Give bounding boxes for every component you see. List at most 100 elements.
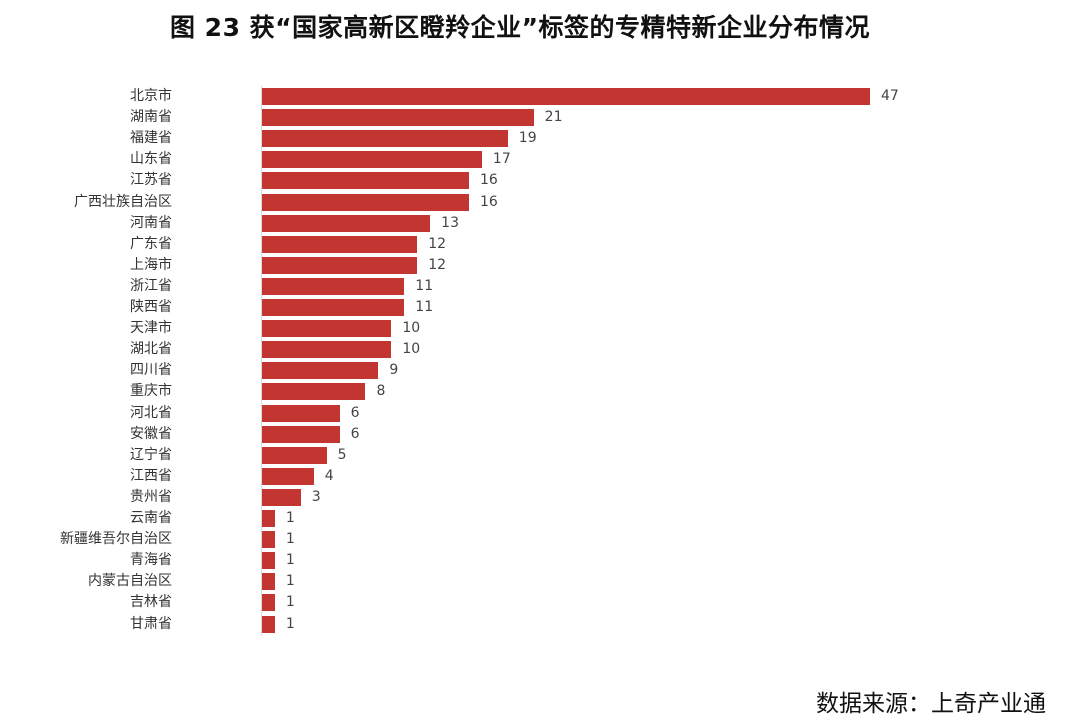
bar-row: 吉林省 1 <box>0 592 1000 613</box>
category-label: 河北省 <box>130 404 172 421</box>
bar <box>262 531 275 549</box>
bar <box>262 235 418 253</box>
bar-row: 江西省 4 <box>0 466 1000 487</box>
bar-row: 重庆市 8 <box>0 381 1000 402</box>
bar-row: 陕西省 11 <box>0 297 1000 318</box>
value-label: 17 <box>492 151 511 168</box>
category-label: 安徽省 <box>130 425 172 442</box>
value-label: 16 <box>479 172 498 189</box>
bar-row: 青海省 1 <box>0 550 1000 571</box>
category-label: 山东省 <box>130 151 172 168</box>
value-label: 8 <box>376 383 386 400</box>
category-label: 青海省 <box>130 552 172 569</box>
bar <box>262 277 405 295</box>
category-label: 内蒙古自治区 <box>88 573 172 590</box>
bar <box>262 362 379 380</box>
bar-row: 湖北省 10 <box>0 339 1000 360</box>
value-label: 10 <box>402 320 421 337</box>
category-label: 新疆维吾尔自治区 <box>60 531 172 548</box>
value-label: 10 <box>402 341 421 358</box>
bar-row: 贵州省 3 <box>0 487 1000 508</box>
value-label: 9 <box>389 362 399 379</box>
value-label: 1 <box>285 615 295 632</box>
bar <box>262 193 469 211</box>
bar-row: 四川省 9 <box>0 360 1000 381</box>
value-label: 1 <box>285 594 295 611</box>
category-label: 江西省 <box>130 467 172 484</box>
category-label: 福建省 <box>130 130 172 147</box>
bar <box>262 151 482 169</box>
value-label: 16 <box>479 193 498 210</box>
bar-row: 广西壮族自治区 16 <box>0 192 1000 213</box>
category-label: 陕西省 <box>130 299 172 315</box>
bar-row: 山东省 17 <box>0 149 1000 170</box>
bar <box>262 320 392 338</box>
value-label: 19 <box>518 130 537 147</box>
bar-row: 甘肃省 1 <box>0 614 1000 635</box>
value-label: 5 <box>337 446 347 463</box>
bar-chart-plot: 北京市 47 湖南省 21 福建省 19 山东省 17 江苏省 16 广西壮族自治区 16 河南省 13 广… <box>0 86 1080 646</box>
bar <box>262 214 431 232</box>
value-label: 1 <box>285 510 295 526</box>
category-label: 天津市 <box>130 320 172 337</box>
value-label: 11 <box>415 277 434 294</box>
bar <box>262 552 275 570</box>
bar-row: 河南省 13 <box>0 213 1000 234</box>
value-label: 21 <box>544 109 563 126</box>
bar-row: 河北省 6 <box>0 403 1000 424</box>
bar-row: 云南省 1 <box>0 508 1000 529</box>
value-label: 11 <box>415 299 434 315</box>
value-label: 1 <box>285 573 295 590</box>
category-label: 吉林省 <box>130 594 172 611</box>
bar <box>262 404 340 422</box>
bar-row: 内蒙古自治区 1 <box>0 571 1000 592</box>
bar <box>262 130 508 148</box>
bar-row: 江苏省 16 <box>0 170 1000 191</box>
bar <box>262 341 392 359</box>
value-label: 12 <box>428 235 447 252</box>
bar <box>262 488 301 506</box>
value-label: 6 <box>350 404 360 421</box>
bar-row: 辽宁省 5 <box>0 445 1000 466</box>
bar-row: 北京市 47 <box>0 86 1000 107</box>
bar-row: 浙江省 11 <box>0 276 1000 297</box>
value-label: 47 <box>881 88 899 104</box>
bar <box>262 425 340 443</box>
chart-title: 图 23 获“国家高新区瞪羚企业”标签的专精特新企业分布情况 <box>169 13 871 42</box>
bar <box>262 88 870 105</box>
bar <box>262 573 275 591</box>
bar <box>262 256 418 274</box>
value-label: 1 <box>285 531 295 548</box>
data-source-note: 数据来源：上奇产业通 <box>816 691 1046 717</box>
category-label: 重庆市 <box>130 383 172 400</box>
category-label: 江苏省 <box>130 172 172 189</box>
category-label: 上海市 <box>130 256 172 273</box>
category-label: 河南省 <box>130 214 172 231</box>
category-label: 辽宁省 <box>130 446 172 463</box>
bar <box>262 383 366 401</box>
bar-row: 广东省 12 <box>0 234 1000 255</box>
value-label: 3 <box>311 488 321 505</box>
category-label: 湖北省 <box>130 341 172 358</box>
value-label: 13 <box>441 214 459 231</box>
value-label: 12 <box>428 256 447 273</box>
category-label: 浙江省 <box>130 277 172 294</box>
bar-row: 上海市 12 <box>0 255 1000 276</box>
category-label: 北京市 <box>130 88 172 104</box>
bar <box>262 510 275 527</box>
bar-row: 湖南省 21 <box>0 107 1000 128</box>
bar <box>262 109 534 127</box>
bar-row: 福建省 19 <box>0 128 1000 149</box>
bar-row: 新疆维吾尔自治区 1 <box>0 529 1000 550</box>
category-label: 湖南省 <box>130 109 172 126</box>
y-axis-line <box>261 86 262 636</box>
category-label: 广西壮族自治区 <box>74 193 172 210</box>
category-label: 四川省 <box>130 362 172 379</box>
category-label: 甘肃省 <box>130 615 172 632</box>
category-label: 贵州省 <box>130 488 172 505</box>
bar-row: 安徽省 6 <box>0 424 1000 445</box>
bar <box>262 299 405 316</box>
bar <box>262 615 275 633</box>
bar <box>262 467 314 485</box>
value-label: 1 <box>285 552 295 569</box>
